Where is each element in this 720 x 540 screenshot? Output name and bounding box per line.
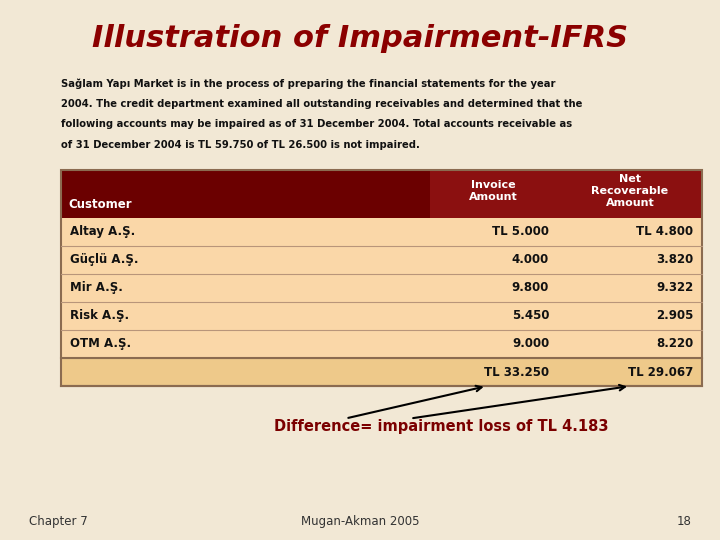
- Text: 5.450: 5.450: [512, 309, 549, 322]
- Text: 9.800: 9.800: [512, 281, 549, 294]
- Bar: [61, 302, 702, 330]
- Text: Illustration of Impairment-IFRS: Illustration of Impairment-IFRS: [92, 24, 628, 53]
- Text: 4.000: 4.000: [512, 253, 549, 266]
- Bar: [61, 170, 430, 218]
- Text: 8.220: 8.220: [656, 338, 693, 350]
- Text: Güçlü A.Ş.: Güçlü A.Ş.: [70, 253, 138, 266]
- Text: OTM A.Ş.: OTM A.Ş.: [70, 338, 131, 350]
- Text: Customer: Customer: [68, 198, 132, 211]
- Text: TL 4.800: TL 4.800: [636, 225, 693, 238]
- Text: 18: 18: [676, 515, 691, 528]
- Bar: [61, 330, 702, 358]
- Text: Sağlam Yapı Market is in the process of preparing the financial statements for t: Sağlam Yapı Market is in the process of …: [61, 78, 556, 89]
- Text: Invoice
Amount: Invoice Amount: [469, 180, 518, 202]
- Text: Risk A.Ş.: Risk A.Ş.: [70, 309, 129, 322]
- Text: 2004. The credit department examined all outstanding receivables and determined : 2004. The credit department examined all…: [61, 99, 582, 109]
- Text: Difference= impairment loss of TL 4.183: Difference= impairment loss of TL 4.183: [274, 418, 608, 434]
- Text: Chapter 7: Chapter 7: [29, 515, 88, 528]
- Text: 9.322: 9.322: [656, 281, 693, 294]
- Text: TL 33.250: TL 33.250: [484, 366, 549, 379]
- Text: 9.000: 9.000: [512, 338, 549, 350]
- Bar: [61, 358, 702, 386]
- Text: following accounts may be impaired as of 31 December 2004. Total accounts receiv: following accounts may be impaired as of…: [61, 119, 572, 130]
- Text: 3.820: 3.820: [656, 253, 693, 266]
- Text: Altay A.Ş.: Altay A.Ş.: [70, 225, 135, 238]
- Text: Net
Recoverable
Amount: Net Recoverable Amount: [591, 174, 668, 208]
- Bar: [61, 218, 702, 246]
- Text: 2.905: 2.905: [656, 309, 693, 322]
- Bar: [61, 274, 702, 302]
- Bar: [61, 170, 702, 386]
- Bar: [61, 246, 702, 274]
- Text: Mir A.Ş.: Mir A.Ş.: [70, 281, 122, 294]
- Text: Mugan-Akman 2005: Mugan-Akman 2005: [301, 515, 419, 528]
- Bar: [558, 170, 702, 218]
- Text: of 31 December 2004 is TL 59.750 of TL 26.500 is not impaired.: of 31 December 2004 is TL 59.750 of TL 2…: [61, 140, 420, 150]
- Text: TL 29.067: TL 29.067: [628, 366, 693, 379]
- Text: TL 5.000: TL 5.000: [492, 225, 549, 238]
- Bar: [430, 170, 558, 218]
